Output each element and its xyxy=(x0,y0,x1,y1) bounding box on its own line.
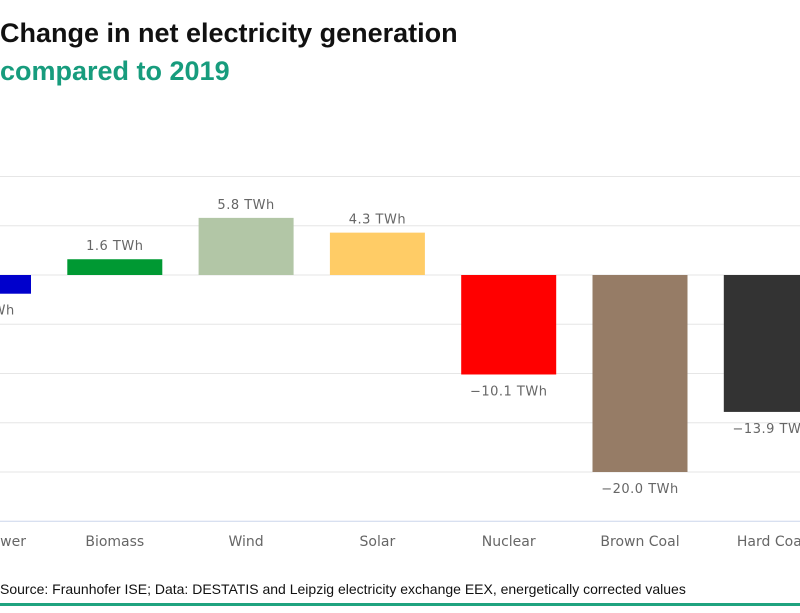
category-label: Hydropower xyxy=(0,534,26,550)
bar-solar xyxy=(329,232,425,275)
footer-divider xyxy=(0,603,800,606)
data-label: −10.1 TWh xyxy=(470,384,548,399)
category-label: Wind xyxy=(229,534,264,550)
source-note: Source: Fraunhofer ISE; Data: DESTATIS a… xyxy=(0,581,686,597)
category-label: Hard Coal xyxy=(737,534,800,550)
data-label: 5.8 TWh xyxy=(217,198,274,213)
bar-brown-coal xyxy=(592,275,688,472)
data-label: −13.9 TWh xyxy=(733,422,800,437)
bar-hydropower xyxy=(0,275,31,294)
category-label: Solar xyxy=(360,534,396,550)
bar-chart: -1.9 TWh Hydropower 1.6 TWh Biomass 5.8 TWh W… xyxy=(0,176,800,550)
bar-nuclear xyxy=(461,275,557,375)
category-label: Biomass xyxy=(85,534,144,550)
bar-wind xyxy=(198,217,294,275)
data-label: -1.9 TWh xyxy=(0,304,15,319)
data-label: 4.3 TWh xyxy=(349,213,406,228)
bar-hard-coal xyxy=(723,275,800,412)
category-label: Brown Coal xyxy=(600,534,679,550)
category-label: Nuclear xyxy=(482,534,536,550)
data-label: 1.6 TWh xyxy=(86,239,143,254)
bar-biomass xyxy=(67,259,163,275)
chart-subtitle: compared to 2019 xyxy=(0,56,230,86)
data-label: −20.0 TWh xyxy=(601,482,679,497)
chart-title: Change in net electricity generation xyxy=(0,18,458,48)
